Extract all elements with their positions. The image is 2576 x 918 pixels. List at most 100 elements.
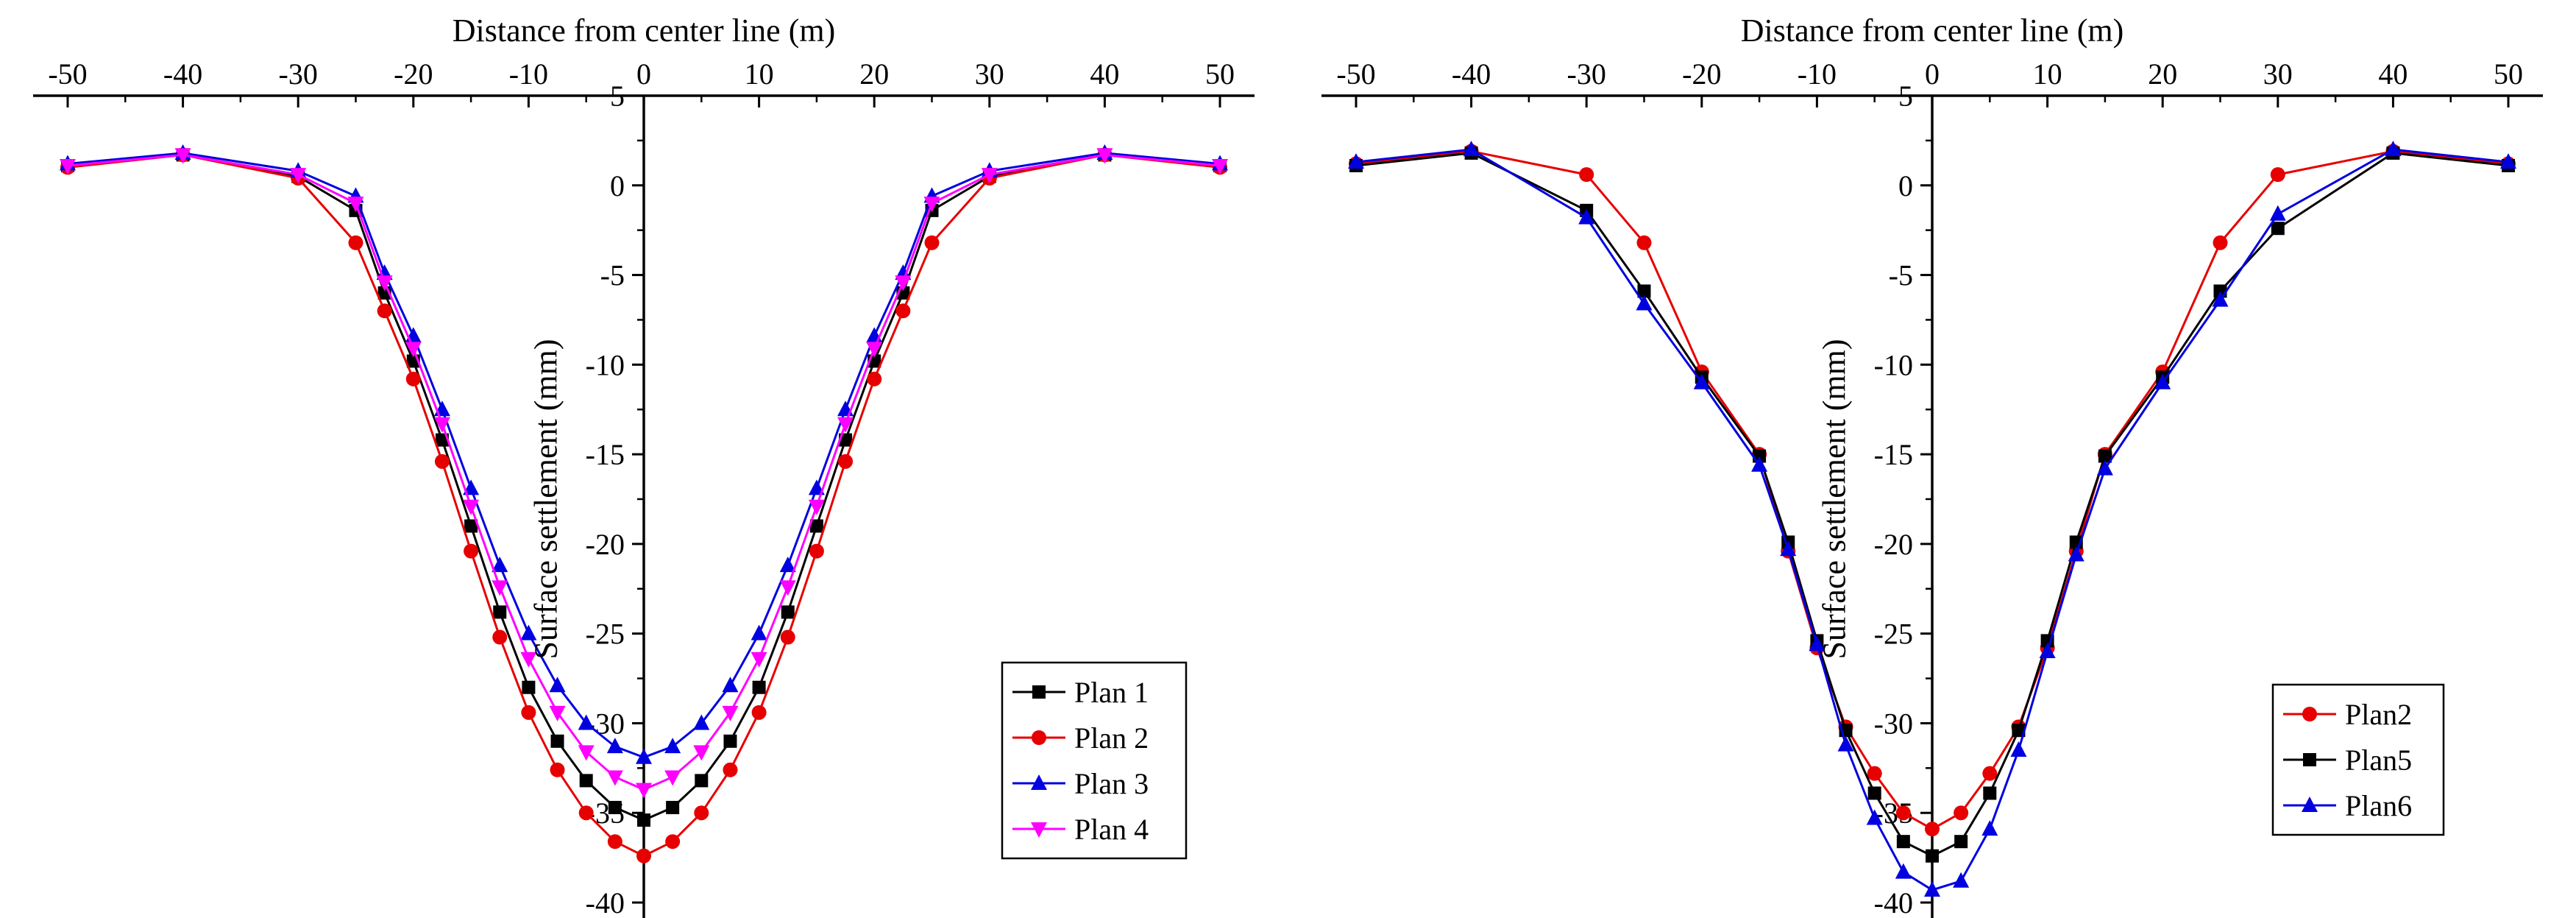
x-tick-label: -50 bbox=[48, 57, 87, 91]
y-tick-label: -15 bbox=[1874, 438, 1913, 471]
legend-box bbox=[2271, 683, 2445, 836]
data-point-marker bbox=[579, 774, 593, 788]
data-point-marker bbox=[1579, 167, 1594, 183]
x-tick-label: 10 bbox=[745, 57, 774, 91]
data-point-marker bbox=[1926, 849, 1939, 863]
data-point-marker bbox=[607, 834, 622, 850]
data-point-marker bbox=[520, 652, 537, 668]
legend-marker bbox=[2302, 797, 2318, 812]
data-point-marker bbox=[606, 770, 623, 786]
data-point-marker bbox=[433, 417, 450, 433]
data-point-marker bbox=[1347, 153, 1364, 169]
data-point-marker bbox=[2154, 373, 2171, 389]
x-tick-label: -20 bbox=[1682, 57, 1721, 91]
data-point-marker bbox=[377, 303, 392, 319]
data-point-marker bbox=[781, 605, 795, 619]
data-point-marker bbox=[405, 342, 422, 358]
y-tick-label: -30 bbox=[586, 707, 625, 740]
x-tick-label: 40 bbox=[1090, 57, 1119, 91]
series-plan5 bbox=[1349, 146, 2516, 863]
data-point-marker bbox=[636, 848, 651, 864]
data-point-marker bbox=[1463, 141, 1480, 157]
data-point-marker bbox=[463, 479, 480, 495]
data-point-marker bbox=[981, 168, 998, 184]
data-point-marker bbox=[1895, 805, 1911, 821]
data-point-marker bbox=[59, 158, 76, 174]
legend-marker bbox=[1031, 774, 1047, 790]
data-point-marker bbox=[348, 235, 363, 250]
series-plan6 bbox=[1347, 141, 2517, 897]
y-tick-label: -10 bbox=[1874, 348, 1913, 381]
data-point-marker bbox=[1867, 766, 1882, 781]
data-point-marker bbox=[290, 168, 307, 184]
data-point-marker bbox=[2269, 205, 2286, 221]
y-tick-label: 0 bbox=[610, 169, 625, 202]
data-point-marker bbox=[664, 738, 681, 754]
data-point-marker bbox=[1981, 820, 1998, 836]
data-point-marker bbox=[924, 235, 940, 250]
data-point-marker bbox=[809, 519, 823, 533]
data-point-marker bbox=[923, 197, 940, 213]
x-tick-label: 0 bbox=[1925, 57, 1940, 91]
y-axis-title: Surface settlement (mm) bbox=[528, 339, 564, 660]
y-tick-label: -5 bbox=[600, 259, 625, 292]
y-tick-label: -20 bbox=[586, 528, 625, 561]
x-tick-label: 20 bbox=[859, 57, 889, 91]
y-tick-label: -10 bbox=[586, 348, 625, 381]
data-point-marker bbox=[492, 557, 508, 573]
data-point-marker bbox=[808, 479, 825, 495]
x-axis-title: Distance from center line (m) bbox=[1740, 13, 2124, 49]
x-tick-label: -30 bbox=[279, 57, 318, 91]
data-point-marker bbox=[2270, 167, 2285, 183]
x-tick-label: -20 bbox=[394, 57, 433, 91]
data-point-marker bbox=[2213, 235, 2228, 250]
y-tick-label: -20 bbox=[1874, 528, 1913, 561]
x-tick-label: 30 bbox=[975, 57, 1004, 91]
data-point-marker bbox=[522, 680, 536, 694]
legend-label: Plan 3 bbox=[1074, 767, 1149, 800]
data-point-marker bbox=[493, 605, 507, 619]
data-point-marker bbox=[550, 762, 565, 777]
legend-label: Plan2 bbox=[2345, 698, 2412, 731]
data-point-marker bbox=[492, 580, 508, 596]
data-point-marker bbox=[2012, 724, 2026, 738]
plot-left: -50 -40 -30 -20 -10 0 10 20 30 40 5050-5-10-15-20-… bbox=[33, 57, 1255, 918]
data-point-marker bbox=[405, 371, 421, 386]
data-point-marker bbox=[1954, 805, 1969, 821]
legend: Plan 1 Plan 2 Plan 3 Plan 4 bbox=[1001, 661, 1188, 860]
data-point-marker bbox=[1636, 235, 1652, 250]
x-tick-label: 30 bbox=[2263, 57, 2293, 91]
legend: Plan2 Plan5 Plan6 bbox=[2271, 683, 2445, 836]
chart-panel-right: -50 -40 -30 -20 -10 0 10 20 30 40 50 5 0 -5 -10 -15 -20-… bbox=[1288, 0, 2576, 918]
y-tick-label: -40 bbox=[586, 886, 625, 918]
y-tick-label: -5 bbox=[1889, 259, 1913, 292]
data-point-marker bbox=[1751, 456, 1768, 472]
data-point-marker bbox=[723, 762, 738, 777]
data-point-marker bbox=[751, 652, 767, 668]
y-tick-label: 5 bbox=[610, 80, 625, 113]
data-point-marker bbox=[637, 813, 650, 827]
data-point-marker bbox=[1982, 766, 1998, 781]
data-point-marker bbox=[866, 342, 883, 358]
data-point-marker bbox=[752, 680, 766, 694]
data-point-marker bbox=[809, 543, 824, 559]
data-point-marker bbox=[2010, 741, 2027, 757]
data-point-marker bbox=[1636, 294, 1653, 311]
data-point-marker bbox=[1837, 735, 1854, 752]
data-point-marker bbox=[1924, 880, 1940, 897]
data-point-marker bbox=[2098, 449, 2112, 463]
data-point-marker bbox=[1925, 822, 1940, 837]
data-point-marker bbox=[578, 805, 594, 821]
data-point-marker bbox=[1578, 208, 1595, 225]
data-point-marker bbox=[2212, 291, 2229, 307]
data-point-marker bbox=[779, 580, 796, 596]
data-point-marker bbox=[867, 371, 882, 386]
data-point-marker bbox=[664, 770, 681, 786]
data-point-marker bbox=[2068, 545, 2084, 562]
data-point-marker bbox=[608, 800, 622, 814]
data-point-marker bbox=[1953, 872, 1970, 888]
legend-marker bbox=[1032, 685, 1046, 699]
data-point-marker bbox=[1867, 786, 1881, 800]
legend-marker bbox=[2302, 707, 2317, 721]
y-tick-label: -25 bbox=[1874, 618, 1913, 651]
